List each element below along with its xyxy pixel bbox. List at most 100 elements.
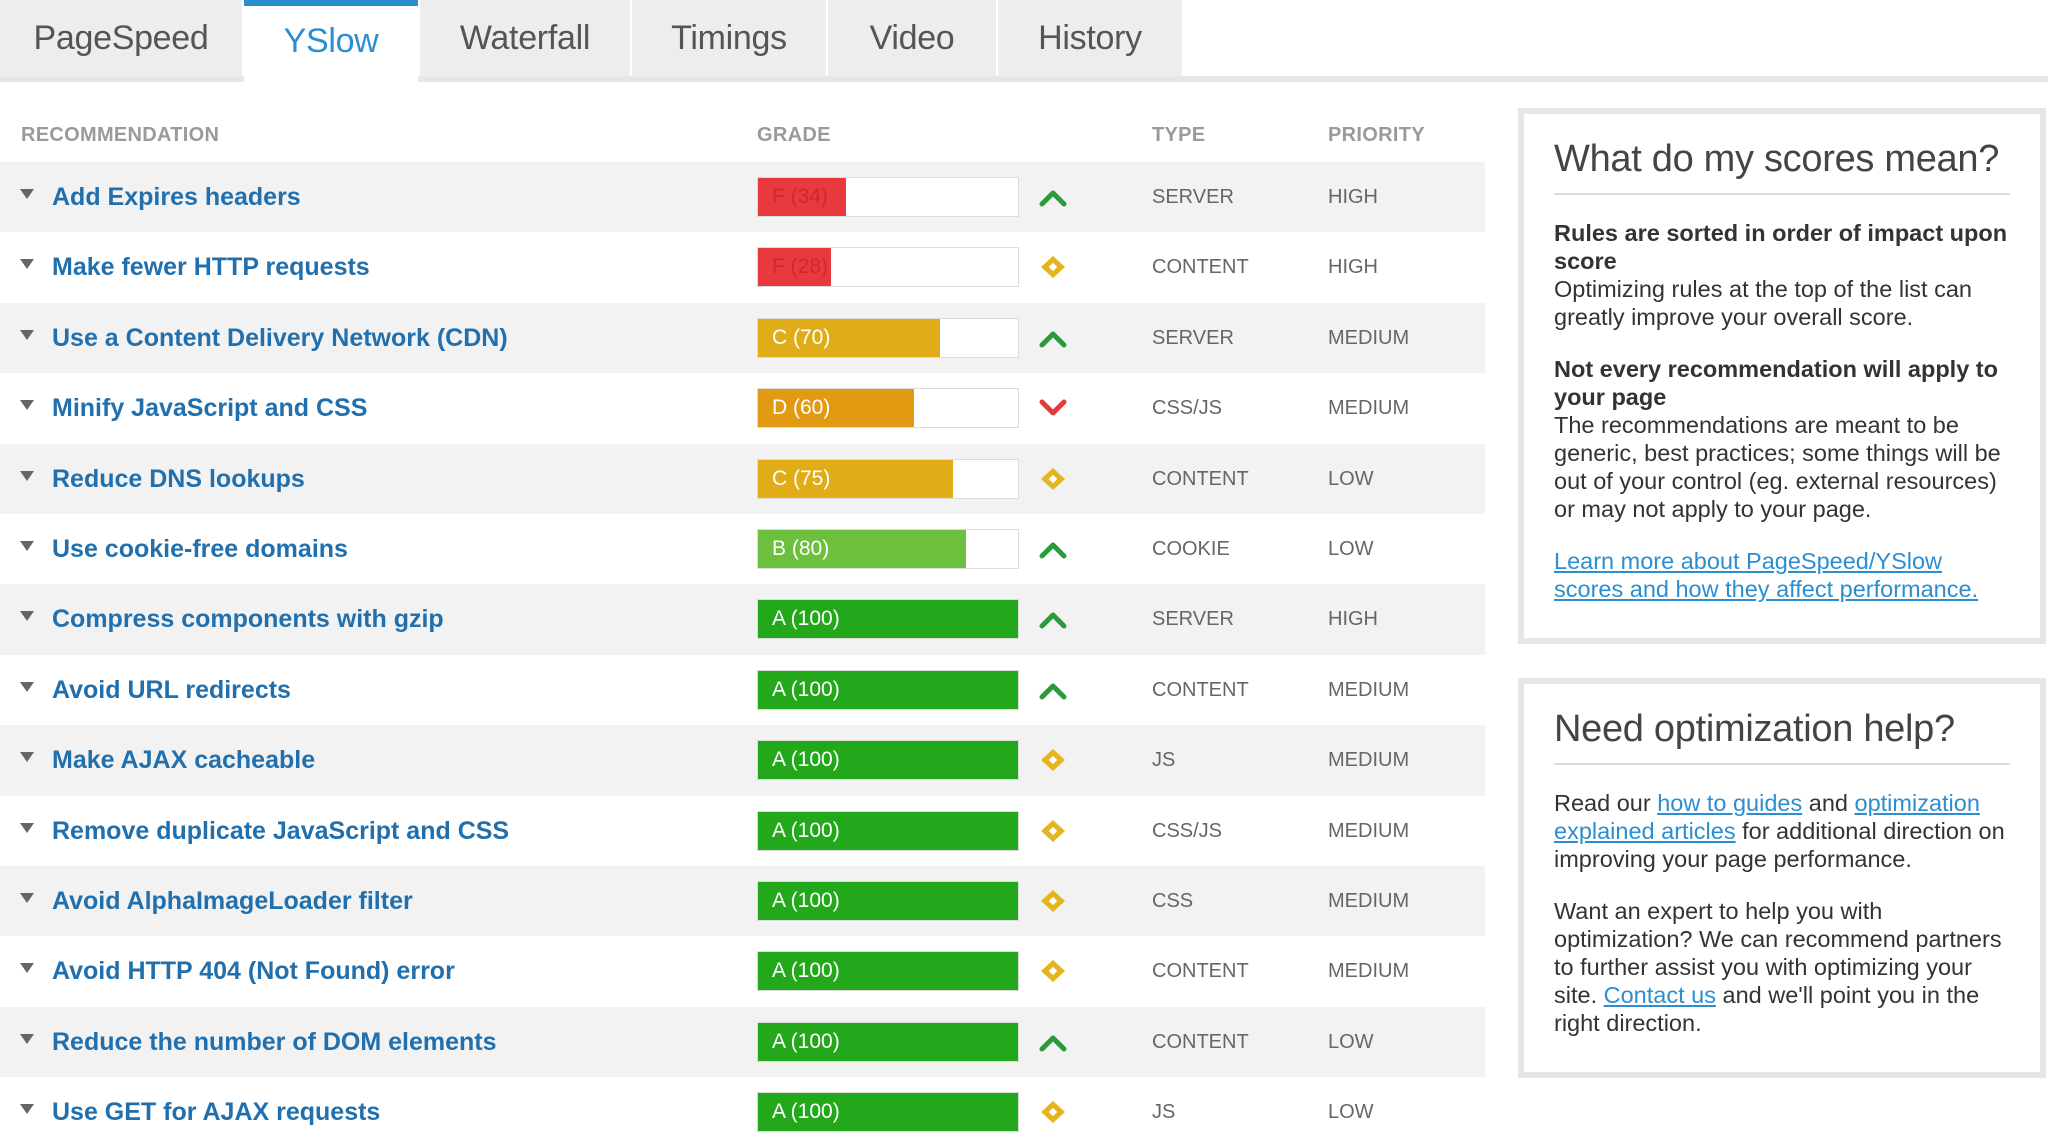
expand-caret-icon[interactable]	[20, 470, 34, 481]
table-row[interactable]: Use GET for AJAX requests A (100) JS LOW	[0, 1077, 1485, 1143]
recommendation-link[interactable]: Add Expires headers	[52, 183, 301, 211]
table-row[interactable]: Compress components with gzip A (100) SERV…	[0, 584, 1485, 655]
optimization-articles-link[interactable]: optimization explained articles	[1554, 790, 1980, 844]
priority-label: LOW	[1328, 537, 1374, 560]
grade-bar: A (100)	[757, 810, 1019, 851]
expand-caret-icon[interactable]	[20, 963, 34, 974]
recommendation-link[interactable]: Avoid URL redirects	[52, 675, 291, 704]
table-row[interactable]: Use a Content Delivery Network (CDN) C (7…	[0, 302, 1485, 374]
expand-caret-icon[interactable]	[20, 822, 34, 833]
priority-label: MEDIUM	[1328, 819, 1410, 842]
header-type[interactable]: TYPE	[1152, 124, 1206, 146]
expand-caret-icon[interactable]	[20, 1104, 34, 1115]
grade-bar: C (75)	[757, 458, 1019, 499]
priority-label: MEDIUM	[1328, 960, 1410, 983]
priority-label: MEDIUM	[1328, 749, 1410, 772]
type-label: SERVER	[1152, 186, 1234, 208]
contact-us-link[interactable]: Contact us	[1603, 982, 1716, 1008]
recommendation-link[interactable]: Use GET for AJAX requests	[52, 1098, 381, 1127]
grade-label: F (34)	[772, 185, 829, 208]
table-row[interactable]: Reduce the number of DOM elements A (100)…	[0, 1006, 1485, 1078]
expand-caret-icon[interactable]	[20, 400, 34, 411]
trend-up-icon	[1038, 325, 1068, 351]
trend-up-icon	[1038, 536, 1068, 562]
recommendation-link[interactable]: Make fewer HTTP requests	[52, 253, 370, 282]
tab-yslow-label: YSlow	[283, 21, 379, 60]
table-row[interactable]: Add Expires headers F (34) SERVER HIGH	[0, 162, 1485, 233]
type-label: CONTENT	[1152, 256, 1249, 279]
recommendation-link[interactable]: Reduce DNS lookups	[52, 464, 305, 493]
trend-up-icon	[1038, 677, 1068, 703]
expand-caret-icon[interactable]	[20, 611, 34, 622]
header-priority[interactable]: PRIORITY	[1328, 124, 1425, 146]
expand-caret-icon[interactable]	[20, 189, 34, 199]
expand-caret-icon[interactable]	[20, 681, 34, 692]
scores-paragraph-1: Rules are sorted in order of impact upon…	[1554, 219, 2010, 331]
trend-up-icon	[1038, 184, 1068, 210]
scores-text-1: Optimizing rules at the top of the list …	[1554, 276, 1972, 330]
recommendation-link[interactable]: Use a Content Delivery Network (CDN)	[52, 323, 508, 352]
grade-bar: A (100)	[757, 599, 1019, 640]
table-row[interactable]: Use cookie-free domains B (80) COOKIE LOW	[0, 514, 1485, 584]
help-text-1a: Read our	[1554, 790, 1658, 816]
grade-bar: A (100)	[757, 740, 1019, 781]
tab-waterfall[interactable]: Waterfall	[420, 0, 630, 77]
trend-neutral-icon	[1038, 958, 1068, 984]
grade-label: F (28)	[772, 255, 829, 279]
table-row[interactable]: Remove duplicate JavaScript and CSS A (10…	[0, 796, 1485, 866]
grade-bar-fill	[758, 178, 847, 216]
priority-label: LOW	[1328, 1101, 1374, 1124]
grade-bar-fill	[758, 881, 1018, 920]
recommendation-link[interactable]: Make AJAX cacheable	[52, 746, 316, 775]
recommendation-link[interactable]: Compress components with gzip	[52, 605, 444, 634]
recommendation-link[interactable]: Avoid HTTP 404 (Not Found) error	[52, 957, 455, 986]
tab-timings[interactable]: Timings	[632, 0, 826, 77]
recommendation-link[interactable]: Use cookie-free domains	[52, 534, 348, 563]
expand-caret-icon[interactable]	[20, 329, 34, 340]
priority-label: MEDIUM	[1328, 326, 1410, 349]
learn-more-link[interactable]: Learn more about PageSpeed/YSlow scores …	[1554, 548, 1979, 602]
tab-bar-underline	[0, 76, 2048, 82]
tab-history[interactable]: History	[998, 0, 1182, 77]
priority-label: MEDIUM	[1328, 889, 1410, 912]
priority-label: MEDIUM	[1328, 397, 1410, 420]
expand-caret-icon[interactable]	[20, 540, 34, 551]
scores-text-2: The recommendations are meant to be gene…	[1554, 412, 2001, 522]
tab-pagespeed[interactable]: PageSpeed	[0, 0, 242, 77]
grade-bar: B (80)	[757, 528, 1019, 569]
tab-yslow[interactable]: YSlow	[244, 0, 418, 82]
expand-caret-icon[interactable]	[20, 259, 34, 270]
grade-bar-fill	[758, 600, 1018, 639]
recommendation-link[interactable]: Minify JavaScript and CSS	[52, 394, 368, 423]
grade-label: A (100)	[772, 818, 840, 842]
expand-caret-icon[interactable]	[20, 752, 34, 763]
table-header: RECOMMENDATION GRADE TYPE PRIORITY	[0, 108, 1485, 162]
trend-down-icon	[1038, 395, 1068, 421]
grade-bar-fill	[758, 248, 831, 287]
grade-bar-fill	[758, 389, 914, 428]
expand-caret-icon[interactable]	[20, 892, 34, 903]
table-row[interactable]: Reduce DNS lookups C (75) CONTENT LOW	[0, 443, 1485, 514]
priority-label: HIGH	[1328, 256, 1378, 279]
grade-label: A (100)	[772, 748, 840, 772]
grade-bar-fill	[758, 1022, 1018, 1061]
table-row[interactable]: Avoid HTTP 404 (Not Found) error A (100) C…	[0, 936, 1485, 1006]
recommendation-link[interactable]: Remove duplicate JavaScript and CSS	[52, 816, 510, 845]
expand-caret-icon[interactable]	[20, 1033, 34, 1044]
table-row[interactable]: Avoid AlphaImageLoader filter A (100) CSS M…	[0, 865, 1485, 937]
recommendation-link[interactable]: Avoid AlphaImageLoader filter	[52, 886, 413, 915]
tab-video[interactable]: Video	[828, 0, 996, 77]
help-paragraph-1: Read our how to guides and optimization …	[1554, 789, 2010, 873]
header-grade[interactable]: GRADE	[757, 124, 831, 146]
scores-heading-1: Rules are sorted in order of impact upon…	[1554, 220, 2008, 274]
scores-panel-content: Rules are sorted in order of impact upon…	[1554, 219, 2010, 603]
table-row[interactable]: Avoid URL redirects A (100) CONTENT MEDIUM	[0, 655, 1485, 725]
table-row[interactable]: Make AJAX cacheable A (100) JS MEDIUM	[0, 725, 1485, 796]
recommendation-link[interactable]: Reduce the number of DOM elements	[52, 1027, 497, 1056]
grade-bar: F (28)	[757, 247, 1019, 288]
header-recommendation[interactable]: RECOMMENDATION	[21, 124, 220, 146]
how-to-guides-link[interactable]: how to guides	[1657, 790, 1803, 816]
type-label: CSS/JS	[1152, 819, 1223, 842]
table-row[interactable]: Minify JavaScript and CSS D (60) CSS/JS MED…	[0, 373, 1485, 443]
table-row[interactable]: Make fewer HTTP requests F (28) CONTENT HIG…	[0, 232, 1485, 302]
